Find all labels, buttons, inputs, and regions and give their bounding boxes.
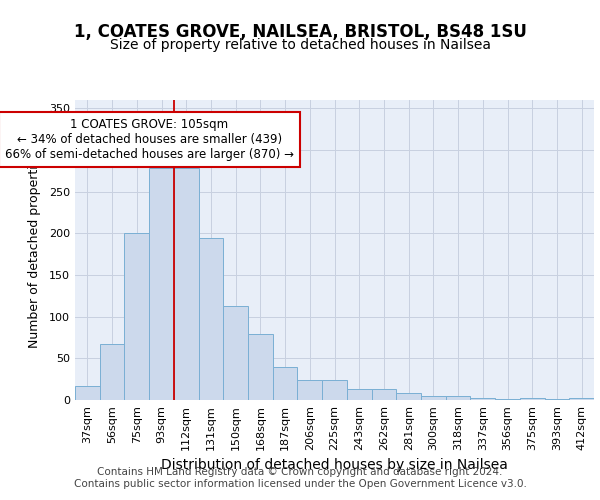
Text: 1, COATES GROVE, NAILSEA, BRISTOL, BS48 1SU: 1, COATES GROVE, NAILSEA, BRISTOL, BS48 … bbox=[74, 22, 526, 40]
Bar bbox=[371, 389, 396, 400]
Bar bbox=[223, 306, 248, 400]
Bar bbox=[396, 394, 421, 400]
X-axis label: Distribution of detached houses by size in Nailsea: Distribution of detached houses by size … bbox=[161, 458, 508, 472]
Bar bbox=[75, 386, 100, 400]
Bar bbox=[248, 334, 273, 400]
Bar bbox=[470, 398, 495, 400]
Bar bbox=[446, 396, 470, 400]
Bar bbox=[298, 380, 322, 400]
Bar bbox=[569, 398, 594, 400]
Bar bbox=[199, 238, 223, 400]
Text: Contains HM Land Registry data © Crown copyright and database right 2024.
Contai: Contains HM Land Registry data © Crown c… bbox=[74, 468, 526, 489]
Bar bbox=[322, 380, 347, 400]
Bar bbox=[421, 396, 446, 400]
Bar bbox=[495, 399, 520, 400]
Bar bbox=[149, 168, 174, 400]
Text: 1 COATES GROVE: 105sqm
← 34% of detached houses are smaller (439)
66% of semi-de: 1 COATES GROVE: 105sqm ← 34% of detached… bbox=[5, 118, 293, 162]
Bar bbox=[100, 344, 124, 400]
Bar bbox=[124, 234, 149, 400]
Bar bbox=[347, 389, 371, 400]
Y-axis label: Number of detached properties: Number of detached properties bbox=[28, 152, 41, 348]
Bar bbox=[545, 399, 569, 400]
Bar bbox=[520, 398, 545, 400]
Text: Size of property relative to detached houses in Nailsea: Size of property relative to detached ho… bbox=[110, 38, 491, 52]
Bar bbox=[174, 168, 199, 400]
Bar bbox=[273, 366, 298, 400]
